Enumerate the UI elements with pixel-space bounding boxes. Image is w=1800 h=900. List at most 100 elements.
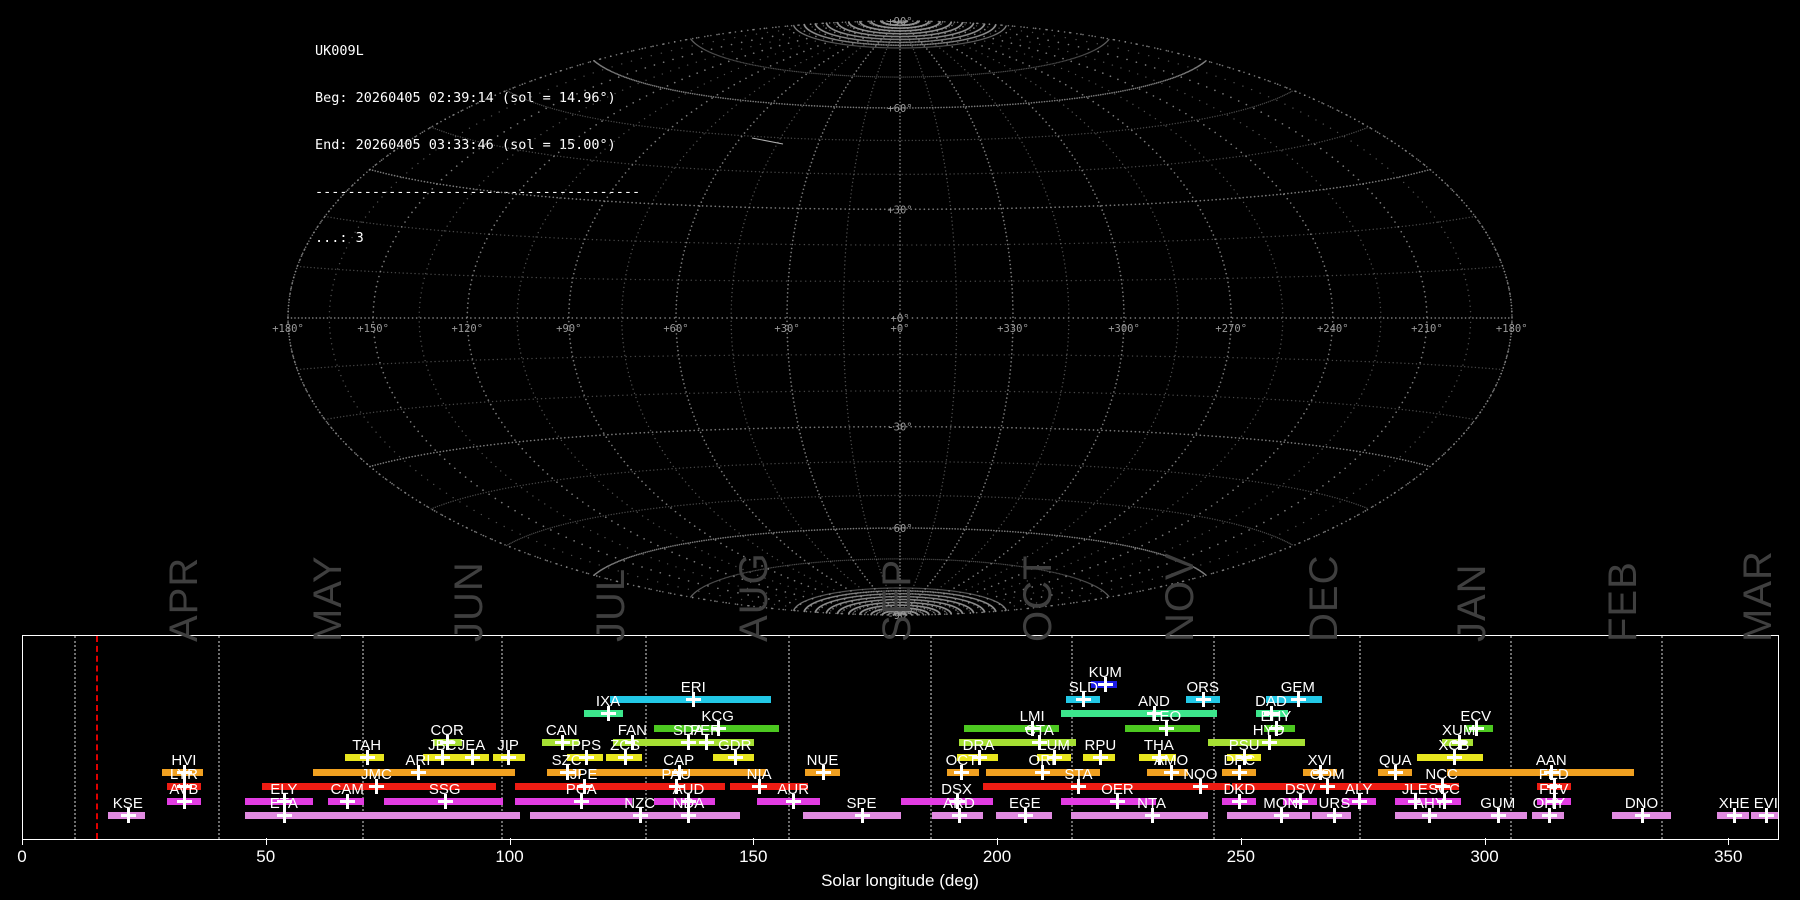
sky-longitude-label: +300°: [1108, 323, 1140, 335]
shower-bar[interactable]: [1378, 768, 1413, 776]
shower-label: CAN: [545, 722, 578, 740]
shower-bar[interactable]: [583, 710, 623, 718]
shower-bar[interactable]: [1227, 812, 1310, 820]
shower-bar[interactable]: [1061, 710, 1218, 718]
shower-bar[interactable]: [244, 812, 521, 820]
header-divider: ----------------------------------------: [315, 183, 641, 200]
shower-label: STA: [1064, 766, 1093, 784]
shower-bar[interactable]: [712, 754, 755, 761]
shower-bar[interactable]: [995, 812, 1052, 820]
meteor-track-segment: [751, 137, 784, 145]
sky-longitude-label: +240°: [1317, 323, 1349, 335]
shower-bar[interactable]: [932, 812, 984, 820]
shower-label: COR: [430, 722, 464, 740]
shower-label: SCC: [1428, 780, 1460, 798]
shower-bar[interactable]: [900, 797, 994, 805]
shower-bar[interactable]: [166, 797, 201, 805]
shower-bar[interactable]: [654, 812, 716, 820]
shower-bar[interactable]: [1071, 812, 1208, 820]
shower-activity-timeline[interactable]: APR MAY JUN JUL AUG SEP OCT NOV DEC JAN FEB MAR KUM E…: [22, 550, 1780, 840]
month-label-feb: FEB: [1601, 561, 1646, 642]
shower-label: EGE: [1008, 795, 1041, 813]
shower-bar[interactable]: [383, 797, 504, 805]
shower-label: TAH: [352, 737, 382, 754]
x-tick: [1484, 838, 1486, 845]
shower-label: AMO: [1153, 751, 1189, 769]
shower-bar[interactable]: [610, 695, 772, 703]
shower-bar[interactable]: [946, 768, 979, 776]
shower-label: JMC: [361, 766, 392, 784]
shower-bar[interactable]: [734, 739, 755, 747]
month-label-aug: AUG: [732, 552, 777, 642]
shower-bar[interactable]: [1395, 812, 1459, 820]
shower-label: XVI: [1307, 751, 1332, 769]
shower-bar[interactable]: [1717, 812, 1749, 820]
shower-label: OCT: [945, 751, 978, 769]
shower-bar[interactable]: [1751, 812, 1778, 820]
shower-label: XUM: [1442, 722, 1476, 740]
month-divider: [1661, 636, 1663, 839]
shower-label: JPE: [569, 766, 598, 784]
shower-bar[interactable]: [1232, 783, 1427, 791]
shower-bar[interactable]: [344, 754, 384, 761]
shower-label: LMI: [1019, 707, 1045, 725]
meteor-count-line: ...: 3: [315, 230, 364, 247]
shower-label: KUM: [1088, 664, 1122, 681]
shower-bar[interactable]: [1458, 812, 1527, 820]
shower-bar[interactable]: [1222, 768, 1257, 776]
shower-bar[interactable]: [1222, 797, 1257, 805]
shower-bar[interactable]: [108, 812, 145, 820]
shower-bar[interactable]: [1083, 754, 1115, 761]
month-label-may: MAY: [305, 555, 350, 642]
shower-bar[interactable]: [327, 797, 365, 805]
x-tick: [997, 838, 998, 845]
shower-label: ZCS: [610, 737, 641, 754]
shower-bar[interactable]: [729, 783, 808, 791]
shower-bar[interactable]: [1312, 812, 1352, 820]
session-header: UK009L Beg: 20260405 02:39:14 (sol = 14.…: [315, 13, 640, 278]
shower-bar[interactable]: [515, 797, 633, 805]
shower-bar[interactable]: [1531, 812, 1564, 820]
radiant-track: [751, 137, 784, 145]
shower-bar[interactable]: [605, 754, 643, 761]
month-divider: [1509, 636, 1512, 839]
shower-bar[interactable]: [1061, 797, 1157, 805]
shower-bar[interactable]: [803, 812, 901, 820]
shower-label: FEV: [1539, 780, 1569, 798]
shower-bar[interactable]: [1417, 754, 1484, 761]
sky-longitude-label: +60°: [663, 323, 688, 335]
shower-bar[interactable]: [1185, 695, 1220, 703]
x-tick: [265, 838, 267, 845]
sky-longitude-label: +180°: [1496, 323, 1528, 335]
shower-label: AAN: [1535, 751, 1567, 769]
shower-bar[interactable]: [1612, 812, 1671, 820]
x-tick-label: 250: [1226, 847, 1255, 866]
shower-label: DNO: [1624, 795, 1659, 813]
shower-bar[interactable]: [1146, 768, 1189, 776]
shower-label: DSV: [1284, 780, 1316, 798]
shower-label: DPC: [1223, 751, 1256, 769]
begin-time-line: Beg: 20260405 02:39:14 (sol = 14.96°): [315, 89, 616, 106]
shower-bar[interactable]: [1207, 739, 1306, 747]
sky-longitude-label: +90°: [556, 323, 581, 335]
shower-bar[interactable]: [756, 797, 821, 805]
shower-label: JLE: [1401, 780, 1428, 798]
sky-longitude-label: +150°: [357, 323, 389, 335]
sky-grid: [287, 20, 1513, 616]
shower-bar[interactable]: [452, 754, 489, 761]
month-divider: [1071, 636, 1074, 839]
shower-bar[interactable]: [313, 768, 516, 776]
shower-bar[interactable]: [805, 768, 840, 776]
shower-bar[interactable]: [1124, 724, 1201, 732]
shower-label: ETA: [269, 795, 298, 813]
timeline-plot-area: APR MAY JUN JUL AUG SEP OCT NOV DEC JAN FEB MAR KUM E…: [23, 550, 1780, 839]
shower-bar[interactable]: [959, 739, 1076, 747]
shower-bar[interactable]: [1066, 695, 1101, 703]
month-label-jun: JUN: [447, 561, 492, 642]
shower-label: NCC: [1425, 766, 1458, 784]
shower-bar[interactable]: [493, 754, 526, 761]
x-tick: [1240, 838, 1242, 845]
shower-bar[interactable]: [1136, 783, 1230, 791]
shower-bar[interactable]: [963, 724, 1059, 732]
shower-bar[interactable]: [1446, 768, 1635, 776]
